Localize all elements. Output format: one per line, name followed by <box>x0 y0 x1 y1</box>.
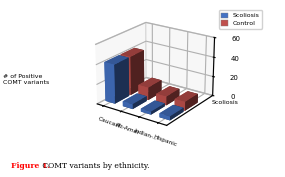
Text: Figure 1.: Figure 1. <box>11 162 50 170</box>
Text: # of Positive
COMT variants: # of Positive COMT variants <box>3 74 49 85</box>
Text: COMT variants by ethnicity.: COMT variants by ethnicity. <box>40 162 149 170</box>
Legend: Scoliosis, Control: Scoliosis, Control <box>219 10 262 28</box>
